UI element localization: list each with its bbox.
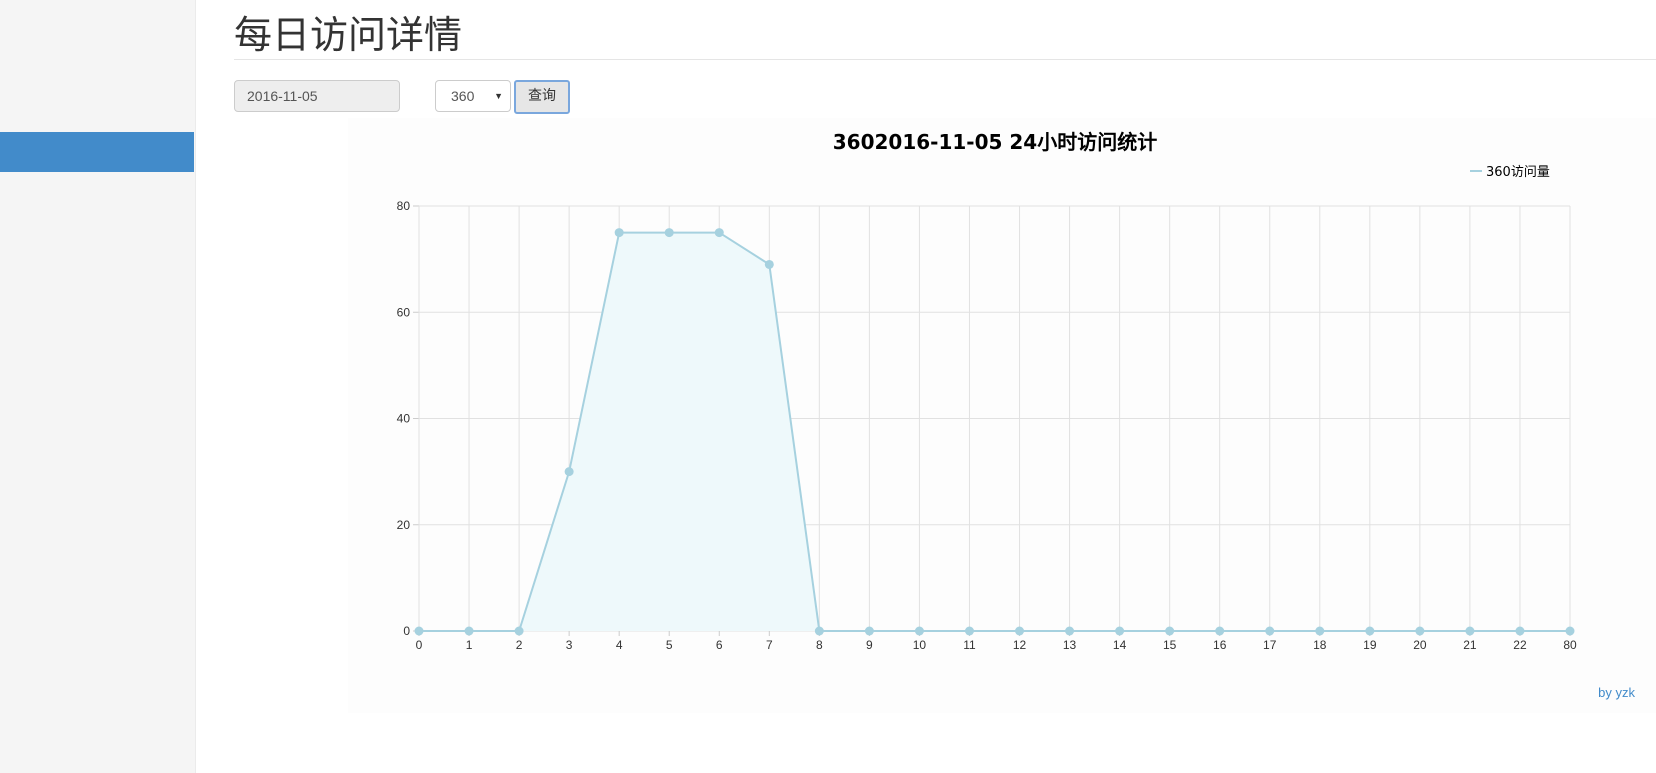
- footer-credit-link[interactable]: by yzk: [1598, 685, 1635, 700]
- data-point: [1265, 626, 1275, 636]
- y-tick-label: 20: [397, 518, 411, 532]
- data-point: [1515, 626, 1525, 636]
- y-tick-label: 60: [397, 305, 411, 319]
- date-input[interactable]: 2016-11-05: [234, 80, 400, 112]
- series-line: [419, 231, 1570, 632]
- x-tick-label: 10: [913, 638, 927, 652]
- chart-title: 3602016-11-05 24小时访问统计: [832, 130, 1158, 154]
- x-tick-label: 5: [666, 638, 673, 652]
- x-tick-label: 18: [1313, 638, 1327, 652]
- y-tick-label: 40: [397, 412, 411, 426]
- data-point: [1465, 626, 1475, 636]
- sidebar: [0, 0, 196, 773]
- source-select-value: 360: [451, 88, 475, 104]
- x-tick-label: 22: [1513, 638, 1527, 652]
- x-tick-label: 20: [1413, 638, 1427, 652]
- x-tick-label: 1: [466, 638, 473, 652]
- data-point: [564, 467, 574, 477]
- page-title: 每日访问详情: [234, 13, 463, 57]
- data-point: [814, 626, 824, 636]
- series-area: [419, 232, 1570, 631]
- x-tick-label: 19: [1363, 638, 1377, 652]
- data-point: [1165, 626, 1175, 636]
- data-point: [664, 228, 674, 238]
- x-tick-label: 9: [866, 638, 873, 652]
- chevron-down-icon: ▼: [494, 91, 503, 101]
- y-tick-label: 0: [403, 624, 410, 638]
- x-tick-label: 21: [1463, 638, 1477, 652]
- data-point: [1565, 626, 1575, 636]
- data-point: [914, 626, 924, 636]
- data-point: [1115, 626, 1125, 636]
- data-point: [1415, 626, 1425, 636]
- legend-label: 360访问量: [1486, 165, 1550, 180]
- x-tick-label: 2: [516, 638, 523, 652]
- x-tick-label: 17: [1263, 638, 1277, 652]
- x-tick-label: 11: [963, 638, 976, 652]
- title-divider: [234, 59, 1656, 60]
- x-tick-label: 0: [416, 638, 423, 652]
- x-tick-label: 16: [1213, 638, 1227, 652]
- data-point: [464, 626, 474, 636]
- data-point: [1015, 626, 1025, 636]
- data-point: [614, 228, 624, 238]
- x-tick-label: 8: [816, 638, 823, 652]
- data-point: [514, 626, 524, 636]
- sidebar-active-item[interactable]: [0, 132, 194, 172]
- x-tick-label: 80: [1563, 638, 1577, 652]
- x-tick-label: 15: [1163, 638, 1177, 652]
- data-point: [1315, 626, 1325, 636]
- data-point: [864, 626, 874, 636]
- x-tick-label: 4: [616, 638, 623, 652]
- data-point: [414, 626, 424, 636]
- x-tick-label: 14: [1113, 638, 1127, 652]
- source-select[interactable]: 360 ▼: [435, 80, 511, 112]
- data-point: [1365, 626, 1375, 636]
- x-tick-label: 13: [1063, 638, 1077, 652]
- query-button[interactable]: 查询: [514, 80, 570, 114]
- x-tick-label: 12: [1013, 638, 1027, 652]
- x-tick-label: 3: [566, 638, 573, 652]
- data-point: [764, 259, 774, 269]
- x-tick-label: 6: [716, 638, 723, 652]
- data-point: [1065, 626, 1075, 636]
- data-point: [1215, 626, 1225, 636]
- data-point: [714, 228, 724, 238]
- data-point: [964, 626, 974, 636]
- y-tick-label: 80: [397, 199, 411, 213]
- x-tick-label: 7: [766, 638, 773, 652]
